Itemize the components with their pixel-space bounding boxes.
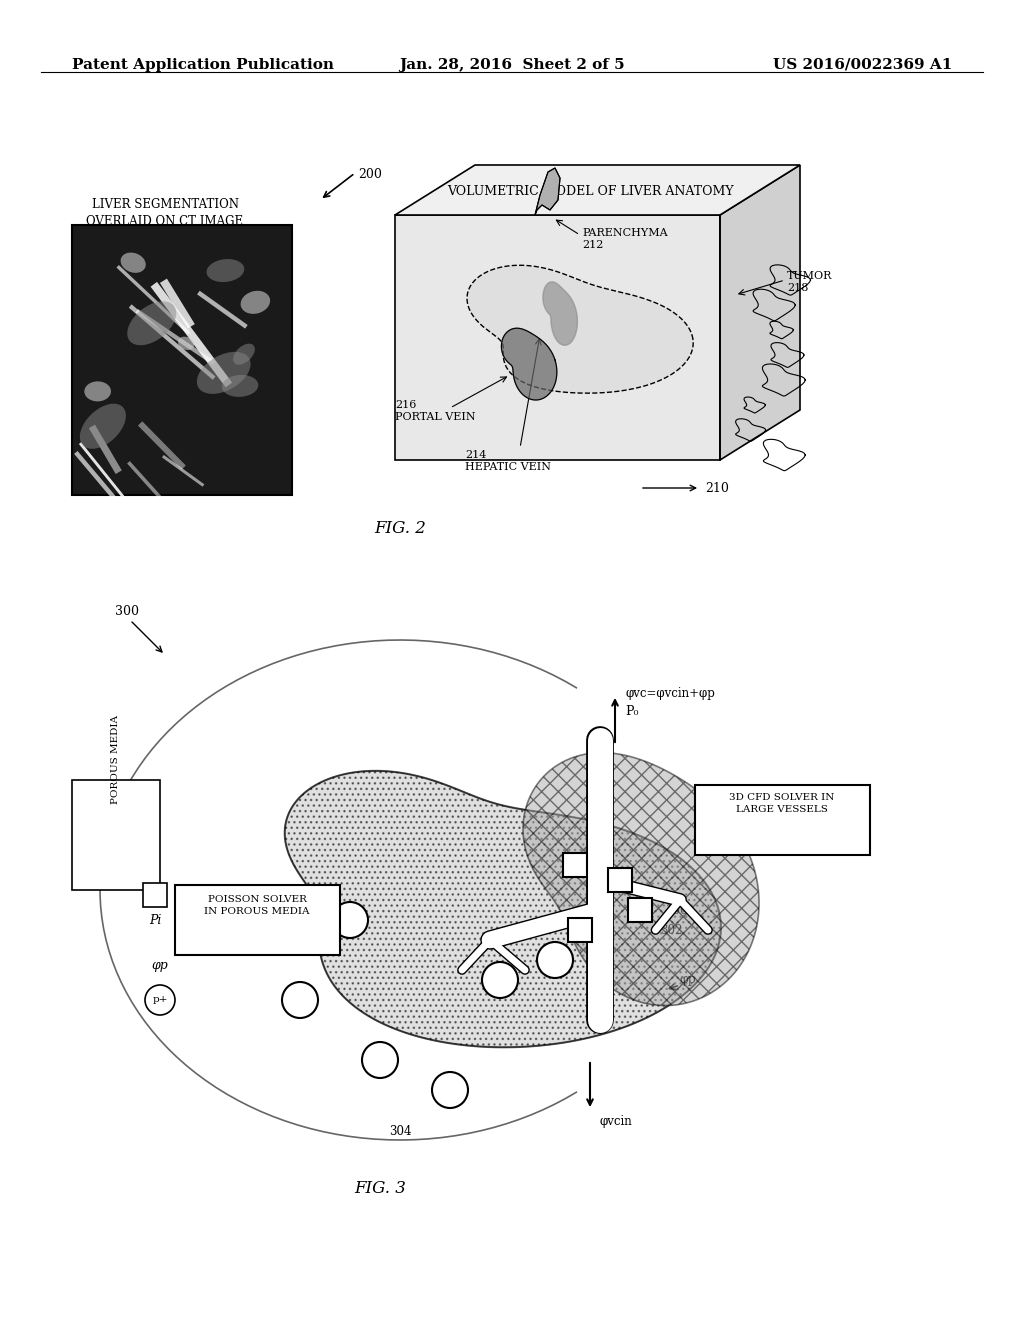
Text: φp: φp — [680, 974, 697, 986]
Polygon shape — [535, 168, 560, 215]
Bar — [695, 785, 870, 855]
Text: 210: 210 — [705, 482, 729, 495]
Text: p+: p+ — [153, 995, 168, 1005]
Text: φvc=φvcin+φp: φvc=φvcin+φp — [625, 686, 715, 700]
Ellipse shape — [121, 252, 145, 273]
Ellipse shape — [127, 301, 176, 346]
Text: TUMOR
218: TUMOR 218 — [787, 271, 833, 293]
Text: 216
PORTAL VEIN: 216 PORTAL VEIN — [395, 400, 475, 421]
Ellipse shape — [80, 404, 126, 449]
Text: POISSON SOLVER
IN POROUS MEDIA: POISSON SOLVER IN POROUS MEDIA — [204, 895, 309, 916]
Ellipse shape — [178, 337, 195, 350]
Bar — [563, 853, 587, 876]
Polygon shape — [502, 329, 557, 400]
Polygon shape — [395, 165, 800, 215]
Circle shape — [362, 1041, 398, 1078]
Polygon shape — [467, 265, 693, 393]
Text: 200: 200 — [358, 168, 382, 181]
Bar — [175, 884, 340, 954]
Text: LIVER SEGMENTATION
OVERLAID ON CT IMAGE: LIVER SEGMENTATION OVERLAID ON CT IMAGE — [86, 198, 244, 228]
Text: FIG. 2: FIG. 2 — [374, 520, 426, 537]
Text: 300: 300 — [115, 605, 139, 618]
Ellipse shape — [197, 352, 251, 393]
Text: 304: 304 — [389, 1125, 412, 1138]
Ellipse shape — [233, 343, 255, 364]
Text: φp: φp — [152, 958, 168, 972]
Bar — [628, 898, 652, 921]
Polygon shape — [523, 752, 759, 1006]
Text: 3D CFD SOLVER IN
LARGE VESSELS: 3D CFD SOLVER IN LARGE VESSELS — [729, 793, 835, 814]
Polygon shape — [543, 282, 578, 346]
Circle shape — [537, 942, 573, 978]
Text: Jan. 28, 2016  Sheet 2 of 5: Jan. 28, 2016 Sheet 2 of 5 — [399, 58, 625, 73]
Text: 306: 306 — [665, 903, 687, 916]
Ellipse shape — [222, 375, 258, 397]
Text: Pi: Pi — [148, 913, 161, 927]
Polygon shape — [720, 165, 800, 459]
Text: US 2016/0022369 A1: US 2016/0022369 A1 — [773, 58, 952, 73]
Bar — [395, 215, 720, 459]
FancyBboxPatch shape — [72, 780, 160, 890]
Text: PARENCHYMA
212: PARENCHYMA 212 — [582, 228, 668, 249]
Bar — [608, 869, 632, 892]
Text: Patent Application Publication: Patent Application Publication — [72, 58, 334, 73]
Text: 302: 302 — [660, 924, 682, 936]
Text: VOLUMETRIC MODEL OF LIVER ANATOMY: VOLUMETRIC MODEL OF LIVER ANATOMY — [446, 185, 733, 198]
Bar — [568, 917, 592, 942]
Circle shape — [332, 902, 368, 939]
Text: 214
HEPATIC VEIN: 214 HEPATIC VEIN — [465, 450, 551, 471]
Circle shape — [432, 1072, 468, 1107]
Circle shape — [145, 985, 175, 1015]
Ellipse shape — [207, 259, 245, 282]
Ellipse shape — [241, 290, 270, 314]
Polygon shape — [285, 771, 721, 1047]
Circle shape — [282, 982, 318, 1018]
Bar — [143, 883, 167, 907]
Circle shape — [482, 962, 518, 998]
Text: φvcin: φvcin — [600, 1115, 633, 1129]
Text: P₀: P₀ — [625, 705, 639, 718]
Text: FIG. 3: FIG. 3 — [354, 1180, 406, 1197]
Ellipse shape — [84, 381, 111, 401]
Text: POROUS MEDIA: POROUS MEDIA — [112, 715, 121, 804]
Bar — [72, 224, 292, 495]
